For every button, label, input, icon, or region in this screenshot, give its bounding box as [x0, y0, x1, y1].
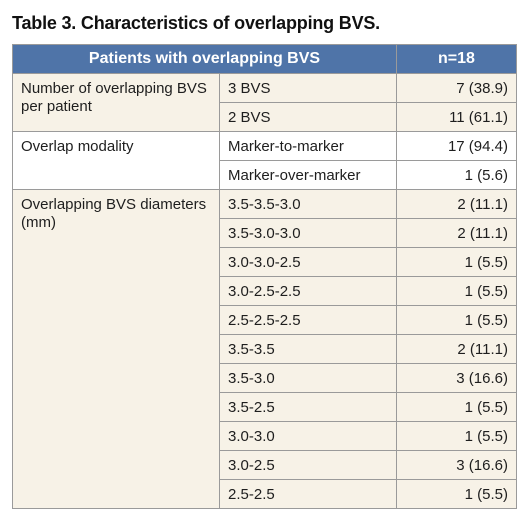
item-text: 2.5-2.5: [228, 486, 275, 503]
value-text: 1 (5.6): [464, 167, 508, 184]
value-cell: 1 (5.6): [396, 160, 517, 190]
group-label-text: Number of overlapping BVS per patient: [21, 80, 207, 115]
characteristics-table: Patients with overlapping BVS n=18 Numbe…: [12, 44, 517, 509]
value-text: 2 (11.1): [457, 196, 508, 213]
value-cell: 17 (94.4): [396, 131, 517, 161]
item-text: 2.5-2.5-2.5: [228, 312, 301, 329]
value-text: 3 (16.6): [456, 370, 508, 387]
value-text: 11 (61.1): [449, 109, 508, 126]
table-row: 2 BVS 11 (61.1): [12, 102, 517, 132]
table-caption: Table 3. Characteristics of overlapping …: [12, 13, 380, 33]
group-label-text: Overlapping BVS diameters (mm): [21, 196, 207, 231]
value-text: 2 (11.1): [457, 225, 508, 242]
item-cell: 2.5-2.5-2.5: [219, 305, 397, 335]
value-cell: 2 (11.1): [396, 189, 517, 219]
item-cell: 3.0-2.5-2.5: [219, 276, 397, 306]
value-cell: 7 (38.9): [396, 73, 517, 103]
header-n: n=18: [396, 44, 517, 74]
value-cell: 1 (5.5): [396, 421, 517, 451]
item-text: 3.0-3.0-2.5: [228, 254, 301, 271]
table-row: Overlapping BVS diameters (mm) 3.5-3.5-3.…: [12, 189, 517, 509]
value-text: 1 (5.5): [464, 254, 508, 271]
value-text: 7 (38.9): [456, 80, 508, 97]
item-text: 3.0-3.0: [228, 428, 275, 445]
item-cell: 3.5-3.0-3.0: [219, 218, 397, 248]
value-cell: 11 (61.1): [396, 102, 517, 132]
value-text: 1 (5.5): [464, 283, 508, 300]
item-cell: 3 BVS: [219, 73, 397, 103]
item-text: 3.5-3.0-3.0: [228, 225, 301, 242]
item-text: Marker-over-marker: [228, 167, 361, 184]
table-row: Overlap modality Marker-to-marker 17 (94.4…: [12, 131, 517, 190]
value-cell: 1 (5.5): [396, 479, 517, 509]
group-label: Number of overlapping BVS per patient: [12, 73, 220, 132]
table-row: 3.0-3.0 1 (5.5): [12, 421, 517, 451]
item-text: 3.5-3.5: [228, 341, 275, 358]
table-row: 2.5-2.5-2.5 1 (5.5): [12, 305, 517, 335]
item-cell: 3.0-2.5: [219, 450, 397, 480]
value-cell: 3 (16.6): [396, 363, 517, 393]
value-text: 2 (11.1): [457, 341, 508, 358]
item-cell: 3.5-3.0: [219, 363, 397, 393]
value-cell: 3 (16.6): [396, 450, 517, 480]
item-text: 3.5-3.5-3.0: [228, 196, 301, 213]
value-cell: 2 (11.1): [396, 334, 517, 364]
group-label: Overlapping BVS diameters (mm): [12, 189, 220, 509]
table-body: Number of overlapping BVS per patient 3 B…: [12, 73, 517, 509]
value-cell: 1 (5.5): [396, 247, 517, 277]
item-cell: 3.5-2.5: [219, 392, 397, 422]
item-text: 3.5-3.0: [228, 370, 275, 387]
item-text: 3.0-2.5-2.5: [228, 283, 301, 300]
item-cell: 2.5-2.5: [219, 479, 397, 509]
table-row: Marker-over-marker 1 (5.6): [12, 160, 517, 190]
item-cell: 3.0-3.0: [219, 421, 397, 451]
table-row: Number of overlapping BVS per patient 3 B…: [12, 73, 517, 132]
value-text: 1 (5.5): [464, 312, 508, 329]
value-cell: 1 (5.5): [396, 305, 517, 335]
value-cell: 2 (11.1): [396, 218, 517, 248]
item-text: 2 BVS: [228, 109, 271, 126]
value-text: 1 (5.5): [464, 486, 508, 503]
group-label: Overlap modality: [12, 131, 220, 190]
item-cell: Marker-over-marker: [219, 160, 397, 190]
item-cell: 3.0-3.0-2.5: [219, 247, 397, 277]
group-label-text: Overlap modality: [21, 138, 134, 155]
value-cell: 1 (5.5): [396, 392, 517, 422]
value-text: 1 (5.5): [464, 399, 508, 416]
value-text: 17 (94.4): [447, 138, 508, 155]
item-text: 3 BVS: [228, 80, 271, 97]
item-cell: Marker-to-marker: [219, 131, 397, 161]
item-text: Marker-to-marker: [228, 138, 344, 155]
table-header-row: Patients with overlapping BVS n=18: [12, 44, 517, 74]
table-row: 3.5-3.0 3 (16.6): [12, 363, 517, 393]
item-cell: 2 BVS: [219, 102, 397, 132]
value-text: 1 (5.5): [464, 428, 508, 445]
item-text: 3.0-2.5: [228, 457, 275, 474]
item-cell: 3.5-3.5: [219, 334, 397, 364]
item-text: 3.5-2.5: [228, 399, 275, 416]
value-cell: 1 (5.5): [396, 276, 517, 306]
header-patients: Patients with overlapping BVS: [12, 44, 397, 74]
item-cell: 3.5-3.5-3.0: [219, 189, 397, 219]
value-text: 3 (16.6): [456, 457, 508, 474]
